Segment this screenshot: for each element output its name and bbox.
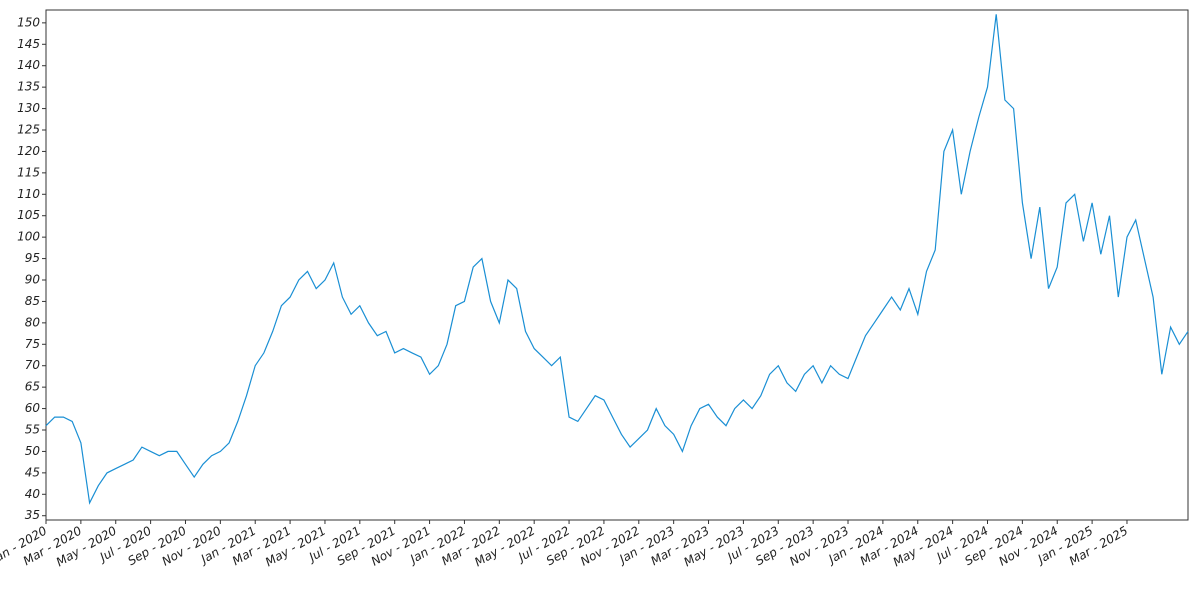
y-tick-label: 60: [25, 401, 41, 415]
y-tick-label: 90: [25, 273, 41, 287]
y-tick-label: 75: [25, 337, 40, 351]
y-tick-label: 125: [17, 123, 40, 137]
y-tick-label: 40: [25, 487, 41, 501]
y-tick-label: 70: [25, 358, 41, 372]
y-tick-label: 35: [25, 508, 40, 522]
line-series: [45, 14, 1189, 505]
y-tick-label: 130: [17, 101, 40, 115]
y-tick-label: 105: [17, 208, 40, 222]
y-tick-label: 145: [17, 37, 40, 51]
y-tick-label: 55: [25, 423, 40, 437]
y-tick-label: 150: [17, 15, 40, 29]
y-tick-label: 120: [17, 144, 40, 158]
y-tick-label: 140: [17, 58, 40, 72]
y-tick-label: 50: [25, 444, 41, 458]
y-tick-label: 95: [25, 251, 40, 265]
y-tick-label: 65: [25, 380, 40, 394]
y-tick-label: 80: [25, 315, 41, 329]
plot-frame: [45, 9, 1189, 521]
y-tick-label: 115: [17, 165, 40, 179]
y-tick-label: 110: [17, 187, 40, 201]
y-tick-label: 100: [17, 230, 40, 244]
y-tick-label: 45: [25, 465, 40, 479]
y-tick-label: 85: [25, 294, 40, 308]
y-tick-label: 135: [17, 80, 40, 94]
